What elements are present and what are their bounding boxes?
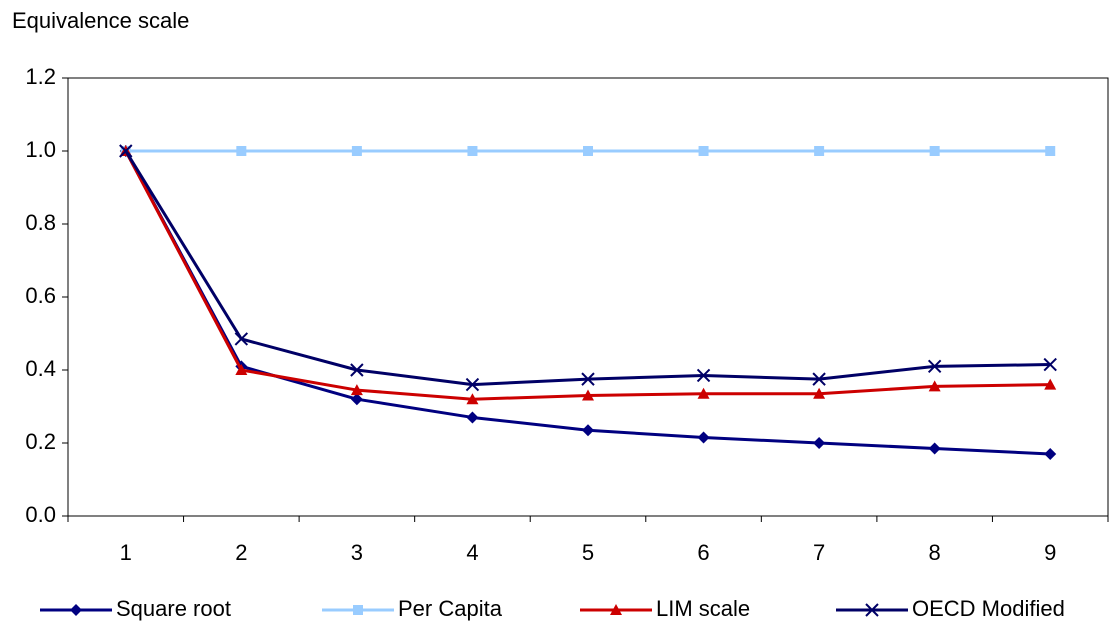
- marker: [813, 437, 826, 449]
- marker: [581, 372, 595, 386]
- marker: [119, 144, 133, 158]
- series: [120, 146, 1056, 156]
- y-tick-label: 0.2: [25, 429, 56, 454]
- marker: [350, 363, 364, 377]
- marker: [235, 364, 248, 375]
- marker: [350, 393, 363, 406]
- x-tick-label: 5: [582, 540, 594, 565]
- y-tick-label: 1.0: [25, 137, 56, 162]
- legend-label: LIM scale: [656, 596, 750, 621]
- y-tick-label: 0.4: [25, 356, 56, 381]
- legend-marker: [865, 603, 879, 617]
- x-tick-label: 2: [235, 540, 247, 565]
- marker: [1043, 357, 1057, 372]
- marker: [234, 332, 249, 346]
- y-axis-title: Equivalence scale: [12, 8, 189, 33]
- marker: [927, 359, 942, 374]
- marker: [1045, 146, 1056, 156]
- marker: [928, 380, 941, 392]
- y-tick-label: 0.0: [25, 502, 56, 527]
- marker: [814, 146, 825, 156]
- legend-label: Square root: [116, 596, 231, 621]
- marker: [696, 368, 711, 383]
- legend-label: OECD Modified: [912, 596, 1065, 621]
- marker: [813, 387, 826, 399]
- marker: [466, 393, 479, 405]
- x-tick-label: 4: [466, 540, 478, 565]
- marker: [582, 389, 594, 401]
- x-tick-label: 6: [697, 540, 709, 565]
- legend-label: Per Capita: [398, 596, 503, 621]
- marker: [929, 146, 940, 156]
- legend-marker: [610, 604, 622, 615]
- x-tick-label: 1: [120, 540, 132, 565]
- marker: [812, 372, 826, 386]
- marker: [928, 442, 941, 455]
- legend-marker: [70, 604, 82, 616]
- marker: [236, 146, 247, 156]
- x-tick-label: 3: [351, 540, 363, 565]
- marker: [583, 146, 593, 156]
- series: [119, 145, 1057, 405]
- marker: [467, 146, 478, 156]
- y-tick-label: 0.6: [25, 283, 56, 308]
- y-tick-label: 0.8: [25, 210, 56, 235]
- series: [119, 144, 1057, 392]
- legend-marker: [353, 605, 363, 615]
- y-tick-label: 1.2: [25, 64, 56, 89]
- x-tick-label: 7: [813, 540, 825, 565]
- marker: [582, 424, 594, 437]
- x-tick-label: 8: [929, 540, 941, 565]
- marker: [466, 411, 479, 424]
- marker: [698, 146, 709, 156]
- marker: [350, 384, 363, 396]
- marker: [351, 146, 362, 156]
- marker: [697, 387, 710, 399]
- marker: [1044, 378, 1057, 390]
- marker: [1044, 447, 1057, 460]
- marker: [465, 377, 480, 392]
- marker: [697, 431, 710, 444]
- x-tick-label: 9: [1044, 540, 1056, 565]
